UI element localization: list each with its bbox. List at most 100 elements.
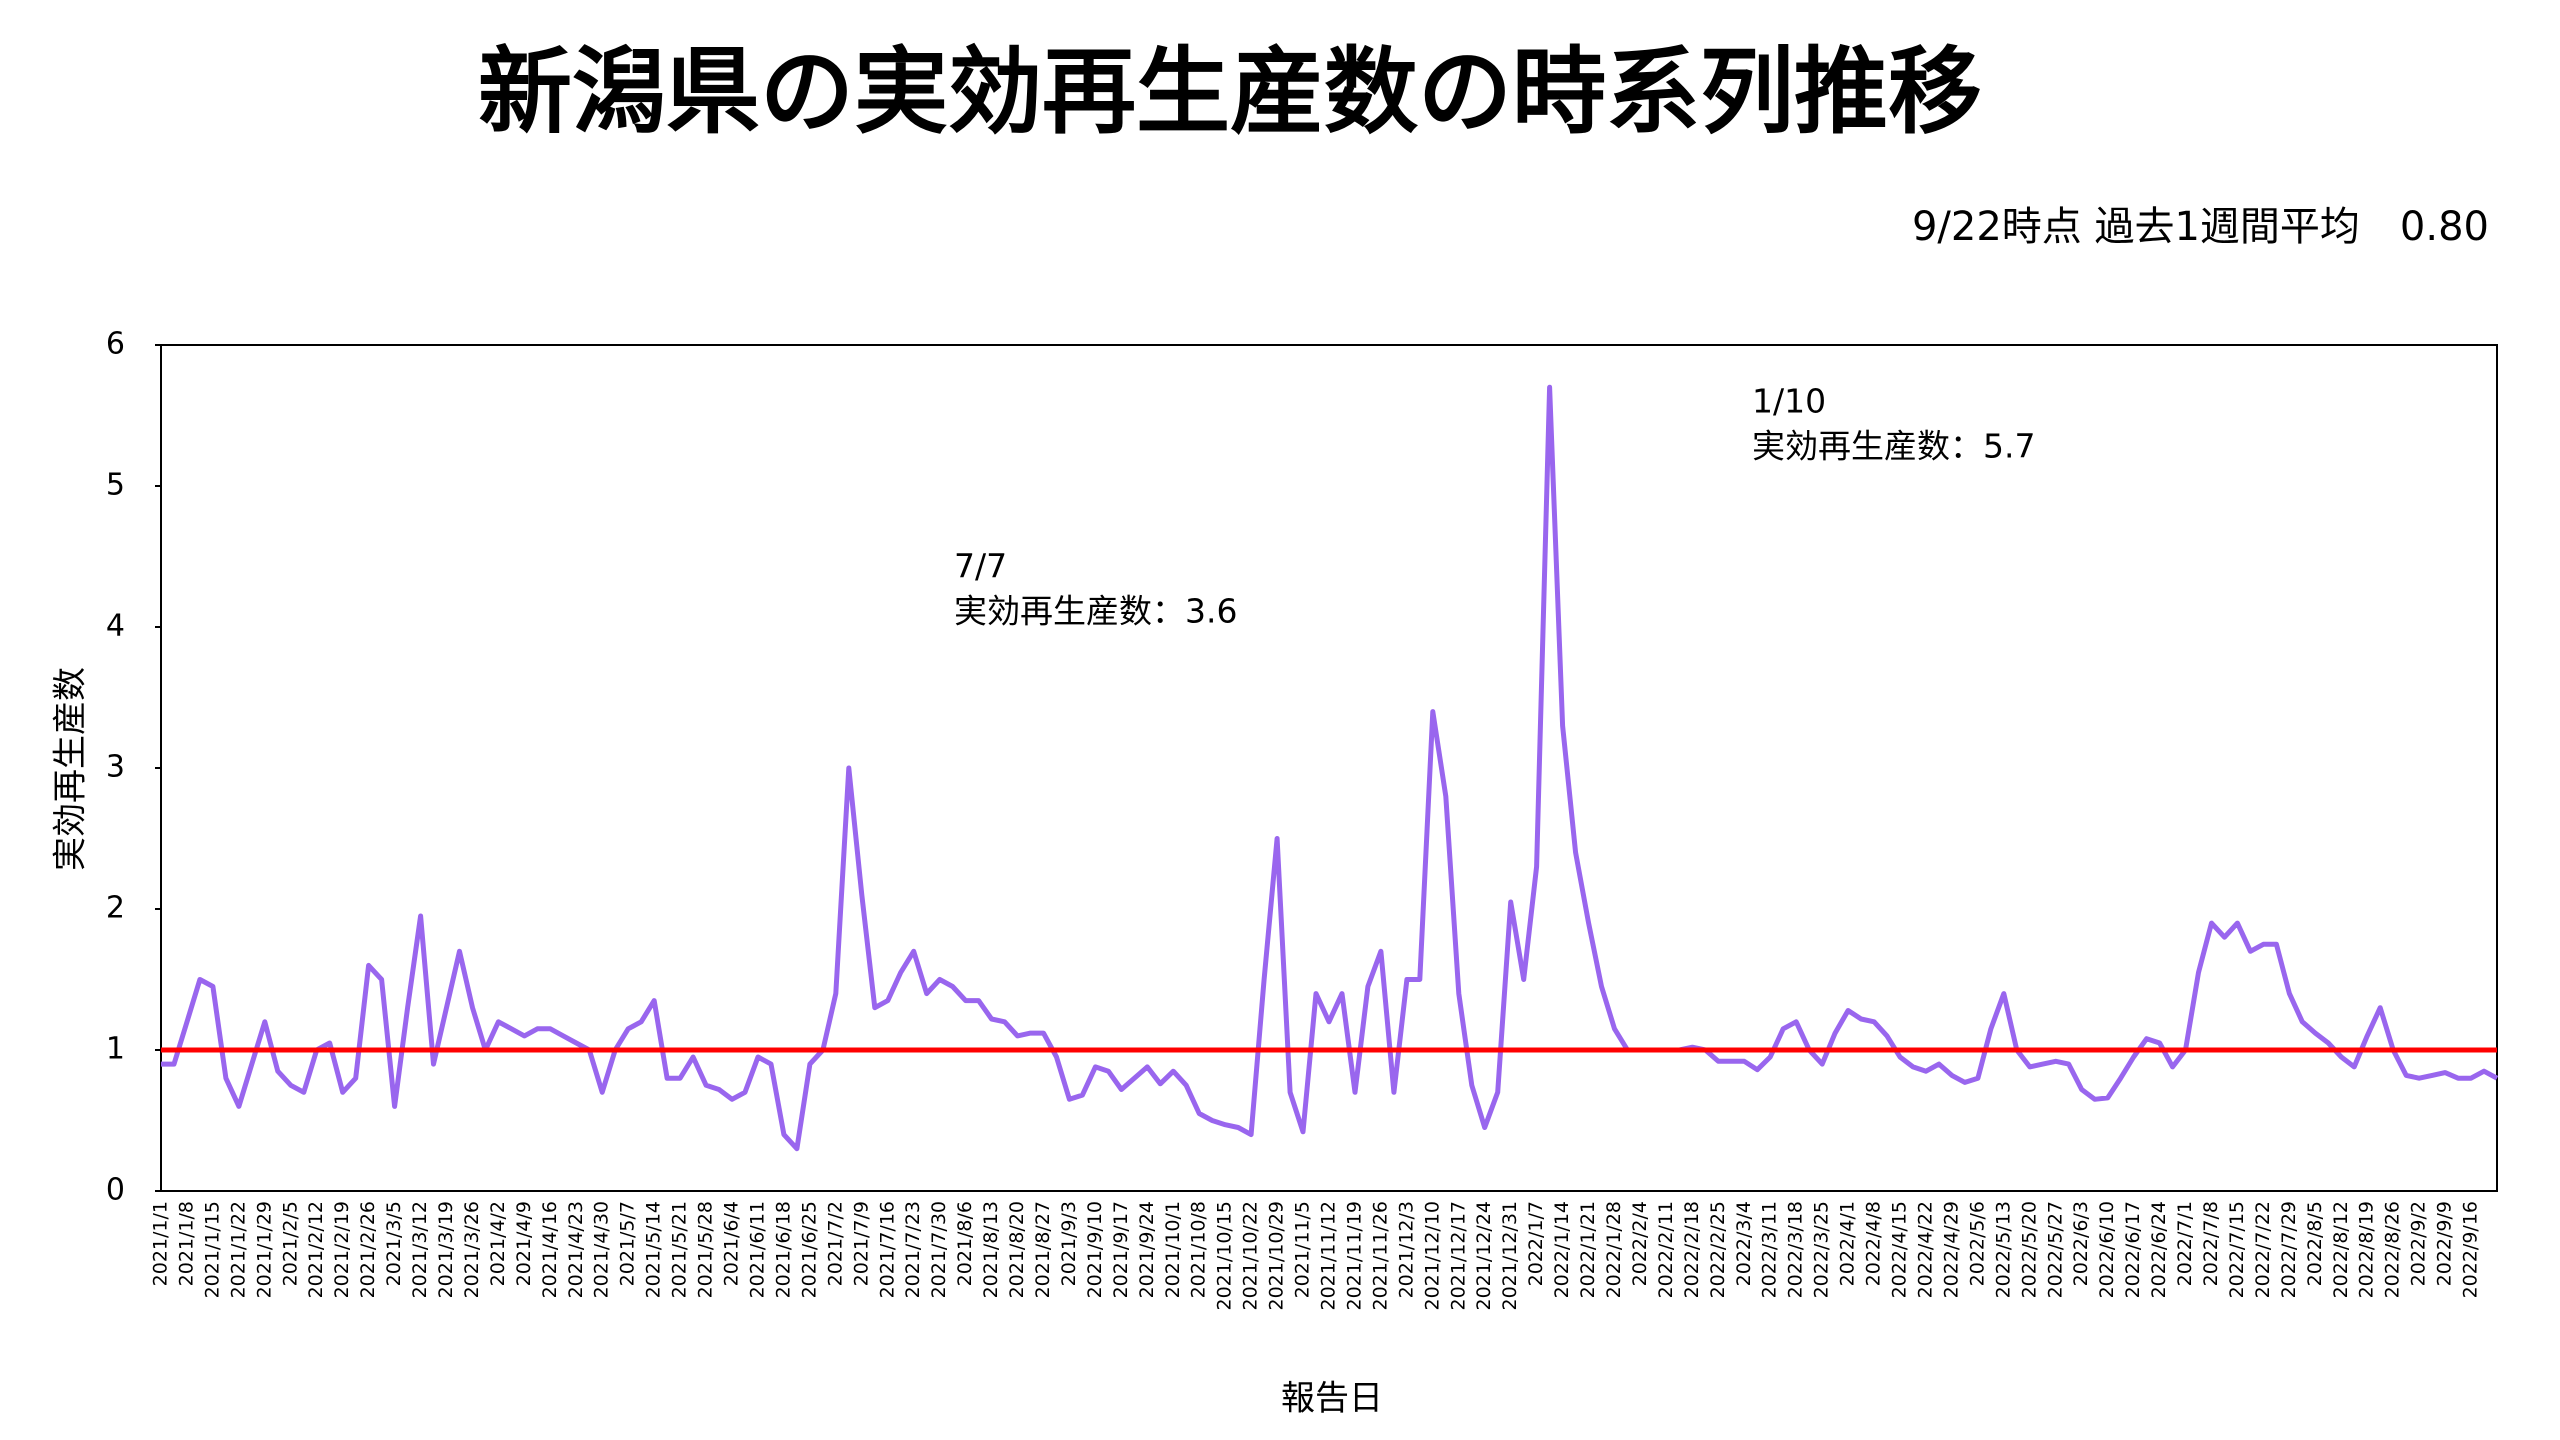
x-tick-label: 2021/6/11: [746, 1201, 768, 1298]
x-tick-label: 2021/12/10: [1421, 1201, 1443, 1311]
x-tick-label: 2021/10/29: [1266, 1201, 1288, 1311]
x-tick-label: 2021/5/7: [617, 1201, 639, 1286]
x-tick-label: 2021/1/29: [253, 1201, 275, 1298]
x-tick-label: 2021/8/27: [1032, 1201, 1054, 1298]
x-tick-label: 2021/6/18: [772, 1201, 794, 1298]
data-line: [161, 384, 2499, 1152]
x-tick-label: 2022/1/14: [1551, 1201, 1573, 1298]
x-tick-label: 2021/1/22: [227, 1201, 249, 1298]
x-tick-label: 2022/9/9: [2434, 1201, 2456, 1286]
x-tick-label: 2021/9/17: [1110, 1201, 1132, 1298]
x-tick-label: 2022/6/24: [2148, 1201, 2170, 1298]
x-tick-label: 2021/10/1: [1162, 1201, 1184, 1298]
x-tick-label: 2021/10/22: [1240, 1201, 1262, 1311]
x-tick-label: 2022/3/18: [1785, 1201, 1807, 1298]
x-tick-label: 2022/1/7: [1525, 1201, 1547, 1286]
x-tick-label: 2022/7/22: [2252, 1201, 2274, 1298]
x-tick-label: 2021/12/24: [1473, 1201, 1495, 1311]
y-tick-label: 6: [106, 327, 125, 362]
y-tick-label: 1: [106, 1032, 125, 1067]
x-tick-label: 2021/3/12: [409, 1201, 431, 1298]
x-tick-label: 2022/7/15: [2226, 1201, 2248, 1298]
annotation: 7/7: [954, 547, 1007, 586]
x-tick-label: 2021/8/20: [1006, 1201, 1028, 1298]
x-tick-label: 2021/8/13: [980, 1201, 1002, 1298]
x-tick-label: 2022/2/18: [1681, 1201, 1703, 1298]
x-tick-label: 2021/3/5: [383, 1201, 405, 1286]
x-tick-label: 2021/11/19: [1343, 1201, 1365, 1311]
annotation: 実効再生産数：3.6: [954, 592, 1237, 631]
x-tick-label: 2022/6/10: [2096, 1201, 2118, 1298]
x-tick-label: 2022/7/8: [2200, 1201, 2222, 1286]
x-tick-label: 2021/5/21: [669, 1201, 691, 1298]
x-tick-label: 2022/4/22: [1914, 1201, 1936, 1298]
y-tick-label: 0: [106, 1173, 125, 1208]
x-tick-label: 2021/9/24: [1136, 1201, 1158, 1298]
x-tick-label: 2021/7/9: [850, 1201, 872, 1286]
x-tick-label: 2022/3/11: [1759, 1201, 1781, 1298]
chart-subtitle: 9/22時点 過去1週間平均 0.80: [1912, 204, 2489, 250]
y-axis-label: 実効再生産数: [51, 667, 91, 871]
x-tick-label: 2022/5/13: [1992, 1201, 2014, 1298]
x-tick-label: 2022/2/11: [1655, 1201, 1677, 1298]
x-tick-label: 2022/1/21: [1577, 1201, 1599, 1298]
y-tick-label: 2: [106, 891, 125, 926]
chart-title: 新潟県の実効再生産数の時系列推移: [478, 38, 1982, 147]
x-tick-label: 2022/4/15: [1889, 1201, 1911, 1298]
x-tick-label: 2022/8/26: [2382, 1201, 2404, 1298]
x-tick-label: 2021/12/31: [1499, 1201, 1521, 1311]
x-tick-label: 2022/4/1: [1837, 1201, 1859, 1286]
x-tick-label: 2022/9/16: [2460, 1201, 2482, 1298]
x-tick-label: 2021/4/16: [539, 1201, 561, 1298]
x-tick-label: 2021/4/30: [591, 1201, 613, 1298]
x-tick-label: 2021/1/15: [201, 1201, 223, 1298]
x-tick-label: 2021/7/2: [824, 1201, 846, 1286]
x-tick-label: 2022/2/4: [1629, 1201, 1651, 1286]
x-tick-label: 2022/6/17: [2122, 1201, 2144, 1298]
x-tick-label: 2021/2/12: [305, 1201, 327, 1298]
x-tick-label: 2022/7/29: [2278, 1201, 2300, 1298]
y-tick-label: 5: [106, 468, 125, 503]
x-tick-label: 2021/7/30: [928, 1201, 950, 1298]
x-tick-label: 2021/2/19: [331, 1201, 353, 1298]
x-tick-label: 2021/6/25: [798, 1201, 820, 1298]
x-tick-label: 2021/5/28: [695, 1201, 717, 1298]
x-tick-label: 2021/12/17: [1447, 1201, 1469, 1311]
plot-frame: [160, 344, 2498, 1192]
x-tick-label: 2021/11/5: [1292, 1201, 1314, 1298]
annotation: 1/10: [1752, 382, 1826, 421]
x-tick-label: 2021/6/4: [721, 1201, 743, 1286]
x-tick-label: 2021/11/26: [1369, 1201, 1391, 1311]
x-tick-label: 2022/5/20: [2018, 1201, 2040, 1298]
x-tick-label: 2022/7/1: [2174, 1201, 2196, 1286]
x-tick-label: 2022/1/28: [1603, 1201, 1625, 1298]
x-tick-label: 2022/5/27: [2044, 1201, 2066, 1298]
x-tick-label: 2021/3/19: [435, 1201, 457, 1298]
x-tick-label: 2022/9/2: [2408, 1201, 2430, 1286]
x-tick-label: 2022/5/6: [1966, 1201, 1988, 1286]
x-tick-label: 2022/8/19: [2356, 1201, 2378, 1298]
x-tick-label: 2021/5/14: [643, 1201, 665, 1298]
x-tick-label: 2022/4/29: [1940, 1201, 1962, 1298]
x-tick-label: 2021/3/26: [461, 1201, 483, 1298]
x-tick-label: 2021/4/2: [487, 1201, 509, 1286]
x-tick-label: 2021/4/9: [513, 1201, 535, 1286]
x-tick-label: 2022/3/4: [1733, 1201, 1755, 1286]
x-tick-label: 2021/8/6: [954, 1201, 976, 1286]
x-tick-label: 2021/1/1: [150, 1201, 172, 1286]
x-tick-label: 2021/2/5: [279, 1201, 301, 1286]
annotation: 実効再生産数：5.7: [1752, 427, 2035, 466]
x-tick-label: 2021/10/8: [1188, 1201, 1210, 1298]
x-tick-label: 2021/9/10: [1084, 1201, 1106, 1298]
x-tick-label: 2022/4/8: [1863, 1201, 1885, 1286]
x-tick-label: 2022/3/25: [1811, 1201, 1833, 1298]
x-tick-label: 2021/9/3: [1058, 1201, 1080, 1286]
x-tick-label: 2021/4/23: [565, 1201, 587, 1298]
x-tick-label: 2021/2/26: [357, 1201, 379, 1298]
x-tick-label: 2021/12/3: [1395, 1201, 1417, 1298]
x-axis-label: 報告日: [1281, 1379, 1383, 1419]
x-tick-label: 2021/10/15: [1214, 1201, 1236, 1311]
x-tick-label: 2022/2/25: [1707, 1201, 1729, 1298]
x-tick-label: 2021/7/23: [902, 1201, 924, 1298]
